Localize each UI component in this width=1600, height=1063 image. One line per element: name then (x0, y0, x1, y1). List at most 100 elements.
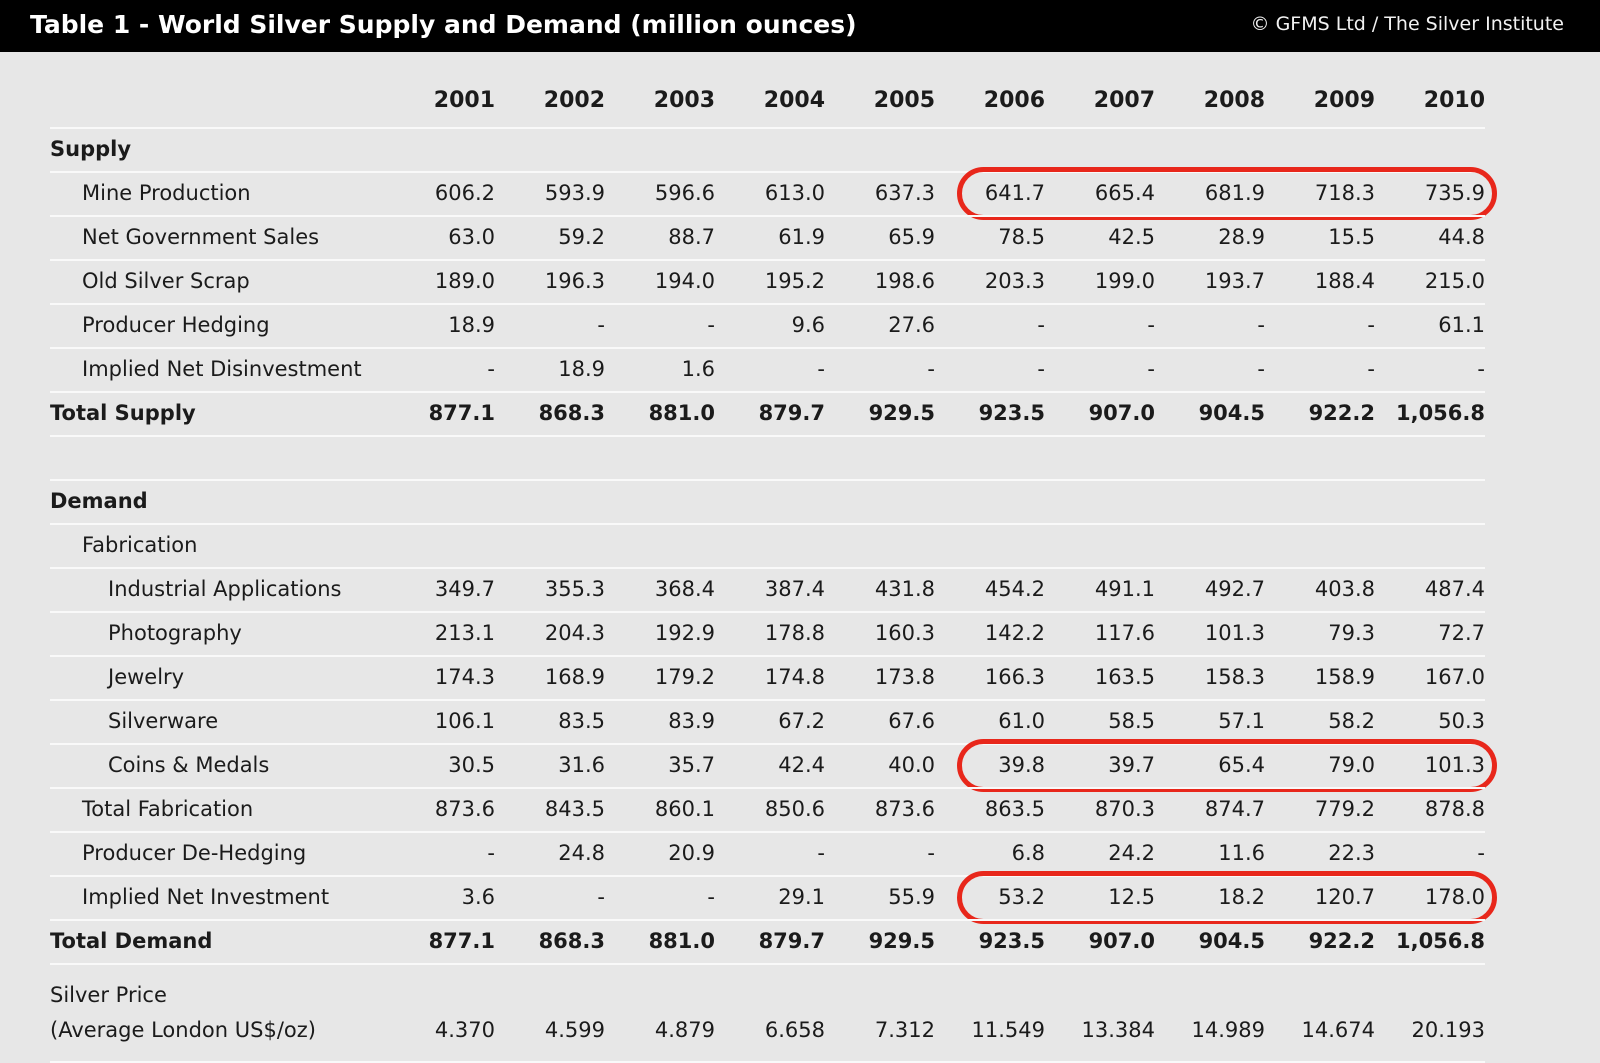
cell-2003: 1.6 (681, 357, 715, 382)
row-label: Implied Net Disinvestment (82, 357, 362, 382)
price-2003: 4.879 (654, 1018, 715, 1043)
table-row-implied-net-disinvestment: Implied Net Disinvestment - 18.9 1.6 - - - - - - - (50, 347, 1485, 391)
cell-2003: 192.9 (654, 621, 715, 646)
table-body: Supply Mine Production 606.2 593.9 596.6 613.… (50, 127, 1497, 963)
cell-2008: 57.1 (1218, 709, 1265, 734)
table-row-total-demand: Total Demand 877.1 868.3 881.0 879.7 929.5 923… (50, 919, 1485, 963)
cell-2002: 843.5 (544, 797, 605, 822)
cell-2009: 15.5 (1328, 225, 1375, 250)
cell-2005: 65.9 (888, 225, 935, 250)
table-row-fabrication: Fabrication (50, 523, 1485, 567)
cell-2009: 922.2 (1308, 401, 1375, 426)
silver-price-sublabel: (Average London US$/oz) (50, 1018, 316, 1043)
cell-2008: 874.7 (1204, 797, 1265, 822)
silver-price-label: Silver Price (50, 983, 167, 1007)
cell-2004: 879.7 (758, 929, 825, 954)
cell-2004: 9.6 (791, 313, 825, 338)
cell-2008: 28.9 (1218, 225, 1265, 250)
cell-2010: 1,056.8 (1395, 929, 1485, 954)
cell-2003: 368.4 (654, 577, 715, 602)
cell-2006: 203.3 (984, 269, 1045, 294)
cell-2007: 117.6 (1094, 621, 1155, 646)
year-header-2001: 2001 (433, 87, 495, 113)
price-2006: 11.549 (971, 1018, 1045, 1043)
cell-2004: 387.4 (764, 577, 825, 602)
cell-2005: 198.6 (874, 269, 935, 294)
cell-2005: 637.3 (874, 181, 935, 206)
cell-2009: 22.3 (1328, 841, 1375, 866)
table-row-demand: Demand (50, 479, 1485, 523)
cell-2003: 83.9 (668, 709, 715, 734)
cell-2005: 929.5 (868, 929, 935, 954)
cell-2008: - (1257, 313, 1265, 338)
row-label: Implied Net Investment (82, 885, 330, 910)
cell-2001: - (487, 841, 495, 866)
row-label: Producer De-Hedging (82, 841, 307, 866)
cell-2006: 39.8 (998, 753, 1045, 778)
cell-2002: 593.9 (544, 181, 605, 206)
price-2008: 14.989 (1191, 1018, 1265, 1043)
cell-2005: 40.0 (888, 753, 935, 778)
price-2005: 7.312 (874, 1018, 935, 1043)
cell-2003: 881.0 (648, 929, 715, 954)
cell-2003: 88.7 (668, 225, 715, 250)
cell-2001: 349.7 (434, 577, 495, 602)
year-header-row: 2001 2002 2003 2004 2005 2006 2007 2008 … (50, 75, 1485, 127)
cell-2006: 454.2 (984, 577, 1045, 602)
cell-2006: 53.2 (998, 885, 1045, 910)
cell-2010: 44.8 (1438, 225, 1485, 250)
cell-2008: 158.3 (1204, 665, 1265, 690)
cell-2008: 904.5 (1198, 401, 1265, 426)
cell-2007: 199.0 (1094, 269, 1155, 294)
cell-2009: 58.2 (1328, 709, 1375, 734)
price-2010: 20.193 (1411, 1018, 1485, 1043)
cell-2008: 11.6 (1218, 841, 1265, 866)
cell-2006: - (1037, 357, 1045, 382)
cell-2002: 868.3 (538, 929, 605, 954)
cell-2001: 606.2 (434, 181, 495, 206)
cell-2003: 881.0 (648, 401, 715, 426)
cell-2003: 179.2 (654, 665, 715, 690)
copyright-text: © GFMS Ltd / The Silver Institute (1250, 13, 1564, 35)
price-2007: 13.384 (1081, 1018, 1155, 1043)
cell-2008: 193.7 (1204, 269, 1265, 294)
table-row-net-government-sales: Net Government Sales 63.0 59.2 88.7 61.9 65.9… (50, 215, 1485, 259)
cell-2001: 30.5 (448, 753, 495, 778)
cell-2003: 860.1 (654, 797, 715, 822)
table-row-silverware: Silverware 106.1 83.5 83.9 67.2 67.6 61.0 58.5 5… (50, 699, 1485, 743)
year-header-2005: 2005 (873, 87, 935, 113)
cell-2004: 29.1 (778, 885, 825, 910)
row-label: Total Supply (50, 401, 196, 426)
cell-2003: 194.0 (654, 269, 715, 294)
year-header-2003: 2003 (653, 87, 715, 113)
row-label: Coins & Medals (108, 753, 270, 778)
cell-2006: 78.5 (998, 225, 1045, 250)
cell-2002: 83.5 (558, 709, 605, 734)
cell-2004: 61.9 (778, 225, 825, 250)
row-label: Demand (50, 489, 148, 514)
cell-2004: 174.8 (764, 665, 825, 690)
cell-2007: 58.5 (1108, 709, 1155, 734)
cell-2006: 61.0 (998, 709, 1045, 734)
cell-2005: 160.3 (874, 621, 935, 646)
row-label: Supply (50, 137, 132, 162)
table-row-old-silver-scrap: Old Silver Scrap 189.0 196.3 194.0 195.2 198.… (50, 259, 1485, 303)
cell-2008: 492.7 (1204, 577, 1265, 602)
cell-2006: 166.3 (984, 665, 1045, 690)
table-row-jewelry: Jewelry 174.3 168.9 179.2 174.8 173.8 166.3 163… (50, 655, 1485, 699)
cell-2008: 101.3 (1204, 621, 1265, 646)
year-header-2002: 2002 (543, 87, 605, 113)
silver-price-block: Silver Price (Average London US$/oz) 4.3… (50, 963, 1485, 1063)
cell-2009: 158.9 (1314, 665, 1375, 690)
cell-2004: - (817, 357, 825, 382)
cell-2005: 431.8 (874, 577, 935, 602)
cell-2004: 850.6 (764, 797, 825, 822)
year-header-2007: 2007 (1093, 87, 1155, 113)
table-row-photography: Photography 213.1 204.3 192.9 178.8 160.3 142.… (50, 611, 1485, 655)
cell-2002: 168.9 (544, 665, 605, 690)
cell-2007: 39.7 (1108, 753, 1155, 778)
cell-2009: 718.3 (1314, 181, 1375, 206)
cell-2008: - (1257, 357, 1265, 382)
cell-2001: 873.6 (434, 797, 495, 822)
cell-2009: 779.2 (1314, 797, 1375, 822)
